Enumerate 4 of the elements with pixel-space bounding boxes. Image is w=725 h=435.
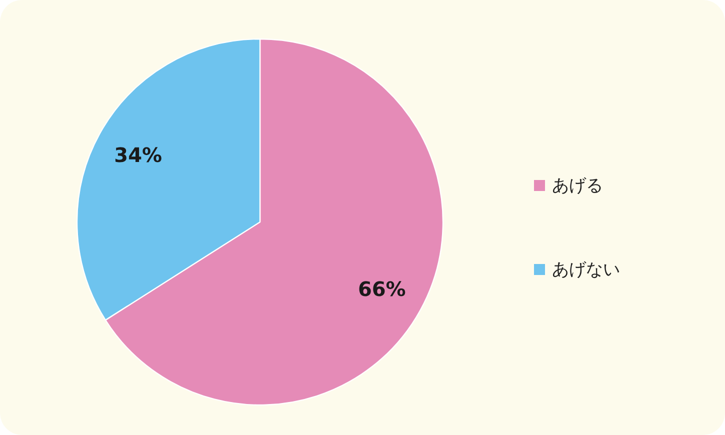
data-label: 66%: [358, 277, 406, 301]
legend-label: あげない: [552, 260, 620, 280]
data-label: 34%: [114, 143, 162, 167]
legend-label: あげる: [552, 176, 603, 196]
